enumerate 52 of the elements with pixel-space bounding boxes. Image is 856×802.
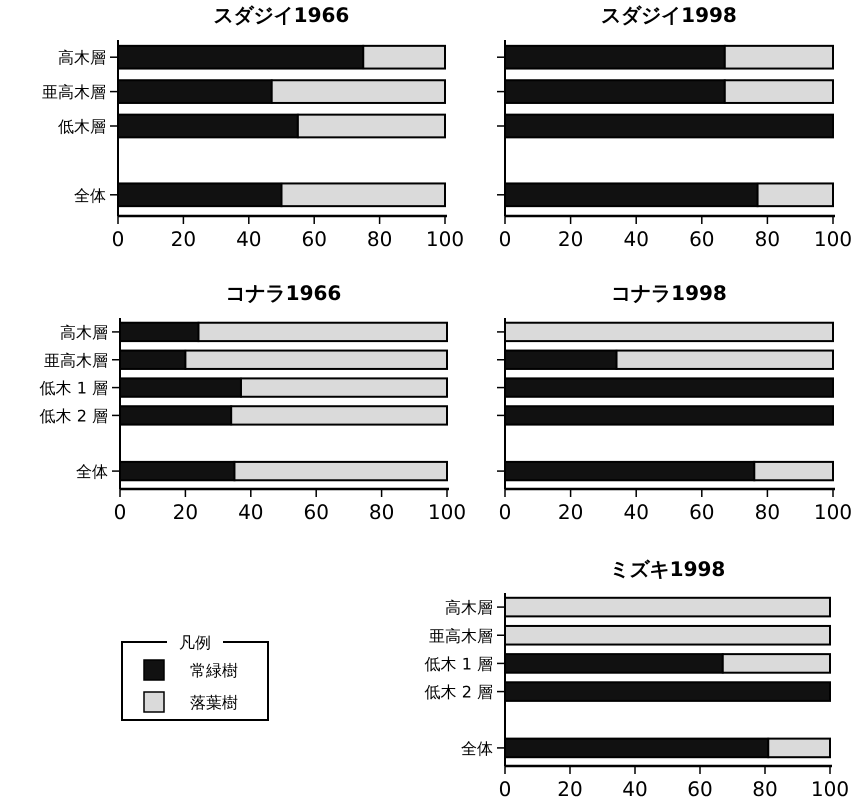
x-tick-label: 60 [303, 500, 329, 524]
y-tick-label: 低木 2 層 [40, 406, 108, 426]
x-tick-label: 0 [498, 500, 512, 524]
x-tick-label: 20 [558, 500, 584, 524]
y-tick-label: 亜高木層 [42, 82, 106, 102]
x-tick-label: 20 [170, 227, 196, 251]
x-tick-label: 80 [368, 500, 394, 524]
y-tick-label: 亜高木層 [44, 350, 108, 370]
x-tick-label: 0 [498, 227, 512, 251]
x-tick-label: 100 [814, 227, 852, 251]
x-tick-label: 40 [622, 777, 648, 801]
y-tick-label: 低木 1 層 [424, 654, 493, 674]
x-tick-label: 20 [172, 500, 198, 524]
y-tick-label: 全体 [461, 738, 493, 758]
y-tick-label: 全体 [74, 186, 106, 205]
x-tick-label: 20 [558, 227, 584, 251]
legend-label: 常緑樹 [190, 661, 238, 680]
x-tick-label: 80 [754, 227, 780, 251]
x-tick-label: 100 [814, 500, 852, 524]
x-tick-label: 100 [426, 227, 464, 251]
x-tick-label: 60 [301, 227, 327, 251]
x-tick-label: 0 [114, 500, 126, 524]
legend-title: 凡例 [179, 633, 211, 652]
y-tick-label: 低木 1 層 [40, 378, 108, 398]
x-tick-label: 60 [687, 777, 713, 801]
x-tick-label: 60 [689, 500, 715, 524]
y-tick-label: 高木層 [58, 48, 106, 68]
x-tick-label: 0 [498, 777, 512, 801]
x-tick-label: 80 [752, 777, 778, 801]
chart-title: スダジイ1998 [601, 3, 737, 27]
x-tick-label: 80 [754, 500, 780, 524]
x-tick-label: 40 [623, 227, 649, 251]
y-tick-label: 高木層 [60, 322, 108, 342]
x-tick-label: 0 [112, 227, 124, 251]
chart-title: コナラ1966 [226, 281, 342, 305]
x-tick-label: 40 [236, 227, 262, 251]
chart-title: ミズキ1998 [610, 557, 726, 581]
y-tick-label: 低木 2 層 [424, 682, 493, 702]
x-tick-label: 40 [623, 500, 649, 524]
chart-title: コナラ1998 [611, 281, 727, 305]
x-tick-label: 40 [238, 500, 264, 524]
x-tick-label: 100 [810, 777, 850, 801]
y-tick-label: 低木層 [58, 117, 106, 136]
x-tick-label: 20 [557, 777, 583, 801]
y-tick-label: 全体 [76, 462, 108, 482]
legend-label: 落葉樹 [190, 693, 238, 712]
x-tick-label: 80 [366, 227, 392, 251]
x-tick-label: 100 [428, 500, 466, 524]
chart-title: スダジイ1966 [214, 3, 350, 27]
x-tick-label: 60 [689, 227, 715, 251]
y-tick-label: 高木層 [445, 598, 493, 618]
y-tick-label: 亜高木層 [429, 626, 493, 646]
